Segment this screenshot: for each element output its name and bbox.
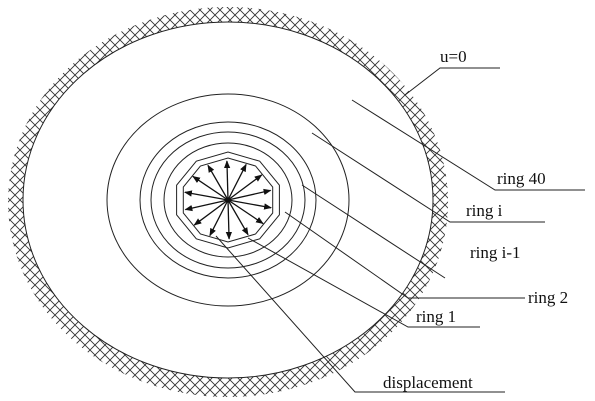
displacement-arrow bbox=[207, 164, 229, 201]
displacement-arrow bbox=[227, 199, 272, 210]
displacement-arrow bbox=[193, 199, 229, 226]
displacement-arrow bbox=[224, 160, 231, 201]
label-ring-i: ring i bbox=[466, 201, 503, 220]
cavity bbox=[176, 151, 280, 249]
ring bbox=[163, 142, 293, 258]
ring bbox=[150, 131, 306, 269]
label-ring-i-1: ring i-1 bbox=[470, 243, 521, 262]
label-boundary: u=0 bbox=[440, 47, 467, 66]
displacement-arrow bbox=[184, 190, 229, 201]
inner-decagon bbox=[182, 157, 274, 243]
label-ring-1: ring 1 bbox=[416, 307, 456, 326]
displacement-arrow bbox=[227, 199, 264, 225]
displacement-arrow bbox=[227, 199, 249, 236]
displacement-arrow bbox=[184, 199, 229, 212]
center bbox=[225, 197, 231, 203]
ring bbox=[106, 93, 350, 307]
displacement-arrow bbox=[227, 188, 272, 201]
label-ring-40: ring 40 bbox=[497, 169, 546, 188]
leaders bbox=[215, 67, 585, 393]
label-displacement: displacement bbox=[383, 373, 473, 392]
label-ring-2: ring 2 bbox=[528, 288, 568, 307]
displacement-arrow bbox=[227, 174, 263, 201]
displacement-arrow bbox=[192, 175, 229, 201]
outer-decagon bbox=[176, 151, 280, 249]
displacement-arrow bbox=[209, 199, 229, 237]
ring-outer bbox=[22, 21, 434, 379]
displacement-arrow bbox=[225, 199, 232, 240]
displacement-arrow bbox=[227, 163, 247, 201]
ring bbox=[139, 121, 317, 279]
